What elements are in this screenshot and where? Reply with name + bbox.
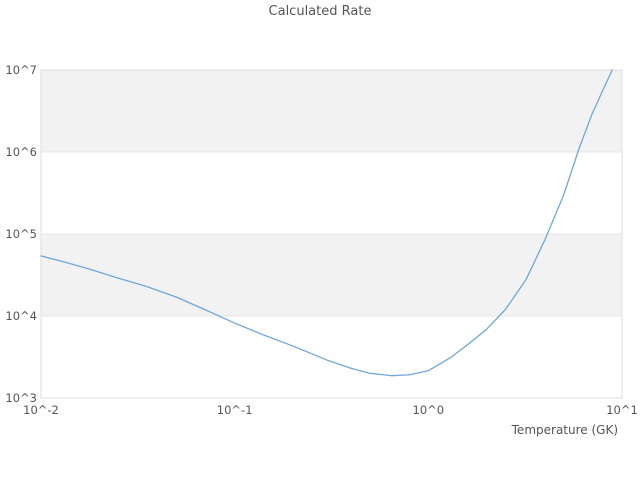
decade-band	[41, 234, 622, 316]
decade-band	[41, 70, 622, 152]
x-tick-label: 10^0	[412, 403, 445, 417]
y-tick-label: 10^6	[5, 145, 37, 159]
y-tick-label: 10^3	[5, 391, 37, 405]
chart-title: Calculated Rate	[268, 4, 372, 19]
rate-curve	[40, 69, 613, 377]
x-tick-label: 10^-2	[23, 403, 59, 417]
y-tick-label: 10^7	[5, 63, 37, 77]
y-tick-label: 10^5	[5, 227, 37, 241]
plot-border	[40, 69, 623, 399]
x-tick-label: 10^-1	[216, 403, 253, 417]
x-tick-label: 10^1	[606, 403, 638, 417]
y-tick-label: 10^4	[5, 309, 37, 323]
x-axis-title: Temperature (GK)	[511, 423, 618, 437]
